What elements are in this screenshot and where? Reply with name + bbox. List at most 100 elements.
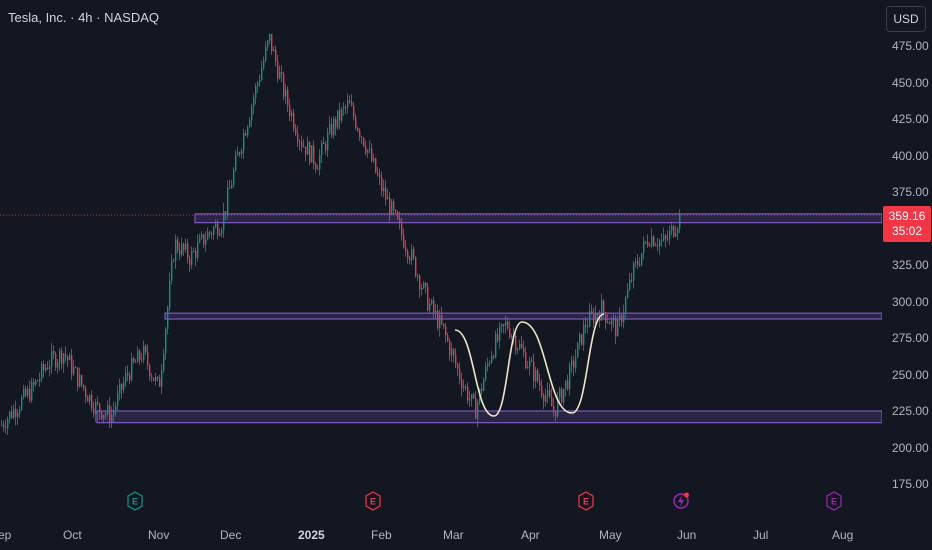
candle [289,98,291,121]
candle [19,405,21,418]
candle-body [55,354,57,368]
candle [69,352,71,361]
earnings-marker-icon[interactable]: E [578,491,594,511]
candle [577,342,579,358]
candle-body [45,367,47,371]
candle [511,333,513,340]
candle-body [619,315,621,320]
candle-body [439,314,441,329]
candle [415,256,417,278]
candle-body [367,149,369,153]
candle [593,307,595,329]
candle-body [453,349,455,356]
candle-body [335,118,337,128]
candle-body [401,222,403,235]
time-axis[interactable]: Sep Oct Nov Dec 2025 Feb Mar Apr May Jun Jul Aug [0,520,882,550]
candle-body [445,326,447,336]
candle [405,239,407,257]
candle [105,410,107,420]
candle [125,366,127,387]
candle-body [387,197,389,200]
candle-body [83,384,85,389]
candle [433,296,435,320]
candle-body [475,398,477,419]
candle-body [303,146,305,148]
candle-body [447,335,449,341]
candle [583,318,585,351]
candle-body [483,379,485,391]
candle-body [567,380,569,390]
candle-body [141,359,143,361]
candle-body [667,238,669,240]
earnings-label: E [583,497,589,507]
candle [17,409,19,426]
candle-body [385,187,387,200]
candle-body [1,424,3,426]
candle-body [261,68,263,81]
earnings-marker-icon[interactable]: E [365,491,381,511]
candle [427,282,429,312]
candle [647,234,649,248]
candle-body [575,357,577,368]
earnings-hexagon [365,491,381,511]
candle-body [307,142,309,155]
candle-body [47,367,49,369]
candle [425,282,427,294]
candle-body [189,258,191,265]
candle [95,398,97,422]
candle [489,360,491,367]
earnings-marker-icon[interactable]: E [826,491,842,511]
candle-body [423,282,425,288]
candle [461,372,463,397]
candle-body [167,307,169,329]
candle-body [651,236,653,246]
candle [321,140,323,163]
candle-body [535,370,537,382]
candle [539,373,541,392]
candlestick-chart[interactable] [0,0,882,520]
candle-body [153,377,155,381]
candle [579,332,581,350]
candle [549,383,551,399]
candle [387,189,389,200]
candle [557,391,559,418]
earnings-marker-icon[interactable]: E [127,491,143,511]
candle-body [267,40,269,48]
earnings-label: E [132,497,138,507]
candle [419,273,421,298]
candle-body [627,289,629,298]
price-tick-label: 450.00 [892,75,929,90]
candle-body [109,405,111,423]
candle-body [61,350,63,365]
candle-body [587,326,589,328]
candle-body [85,388,87,397]
candle [449,338,451,361]
candle [337,110,339,131]
last-price-value: 359.16 [888,209,926,223]
candle [295,124,297,137]
candle [271,34,273,56]
candle [299,139,301,151]
candle [7,416,9,436]
candle [229,179,231,189]
candle-body [39,378,41,382]
candle-body [51,350,53,367]
event-marker-icon[interactable] [673,491,689,511]
price-axis[interactable]: 475.00450.00425.00400.00375.00350.00325.… [882,0,932,520]
candle [41,361,43,383]
candle-body [677,228,679,234]
candle [531,357,533,363]
candle [567,374,569,391]
candle-body [477,402,479,419]
candle [467,382,469,405]
candle [363,137,365,148]
candle [409,255,411,265]
candle-body [395,209,397,212]
candle-body [383,187,385,192]
candle [39,372,41,387]
currency-button[interactable]: USD [886,6,926,32]
candle [245,130,247,136]
candle [495,330,497,359]
candle [429,297,431,315]
candle [643,236,645,260]
